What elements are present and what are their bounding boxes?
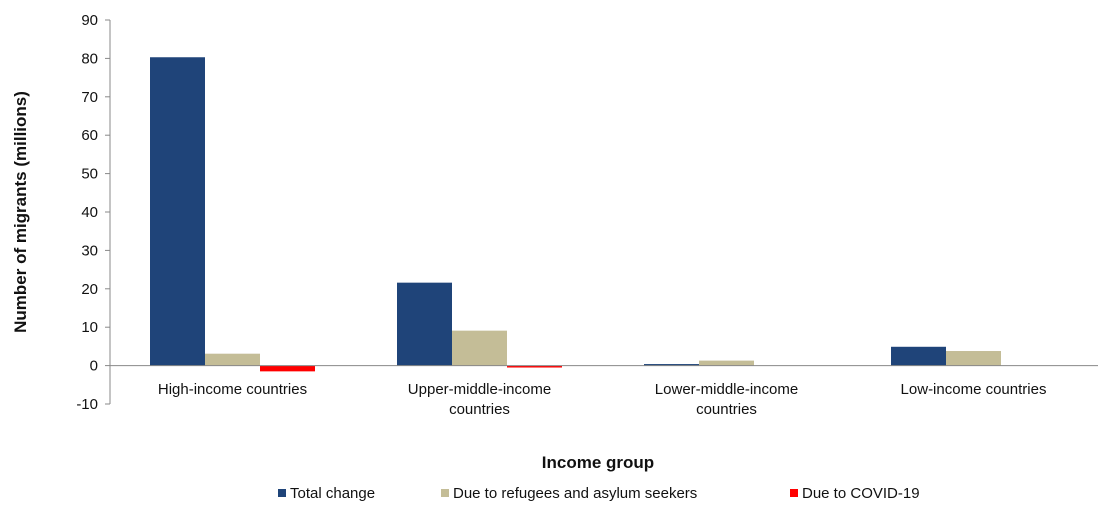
category-label: High-income countries	[158, 381, 307, 398]
y-axis-ticks: -10 0 10 20 30 40 50 60 70 80 90	[76, 12, 110, 413]
bar	[946, 351, 1001, 366]
bar	[205, 353, 260, 366]
y-axis-title: Number of migrants (millions)	[11, 91, 30, 333]
y-tick-label: 80	[81, 50, 98, 67]
category-label: Upper-middle-income	[408, 381, 551, 398]
y-tick-label: 60	[81, 127, 98, 144]
bar	[891, 346, 946, 366]
legend-swatch	[790, 489, 798, 497]
y-tick-label: -10	[76, 396, 98, 413]
legend-swatch	[278, 489, 286, 497]
legend-label: Due to refugees and asylum seekers	[453, 485, 697, 502]
y-tick-label: 10	[81, 319, 98, 336]
bar	[260, 365, 315, 372]
y-tick-label: 30	[81, 242, 98, 259]
y-tick-label: 20	[81, 281, 98, 298]
category-label: countries	[696, 401, 757, 418]
y-tick-label: 40	[81, 204, 98, 221]
bar	[397, 282, 452, 366]
bars	[150, 57, 1001, 372]
legend: Total change Due to refugees and asylum s…	[278, 485, 920, 502]
category-labels: High-income countries Upper-middle-income…	[158, 381, 1047, 418]
legend-label: Due to COVID-19	[802, 485, 920, 502]
category-label: Lower-middle-income	[655, 381, 798, 398]
y-tick-label: 90	[81, 12, 98, 29]
x-axis-title: Income group	[542, 453, 654, 472]
legend-label: Total change	[290, 485, 375, 502]
category-label: Low-income countries	[901, 381, 1047, 398]
y-tick-label: 50	[81, 166, 98, 183]
bar	[150, 57, 205, 366]
y-tick-label: 70	[81, 89, 98, 106]
bar	[644, 364, 699, 366]
bar	[452, 330, 507, 366]
bar	[507, 365, 562, 368]
bar	[699, 360, 754, 366]
y-tick-label: 0	[90, 358, 98, 375]
category-label: countries	[449, 401, 510, 418]
legend-swatch	[441, 489, 449, 497]
